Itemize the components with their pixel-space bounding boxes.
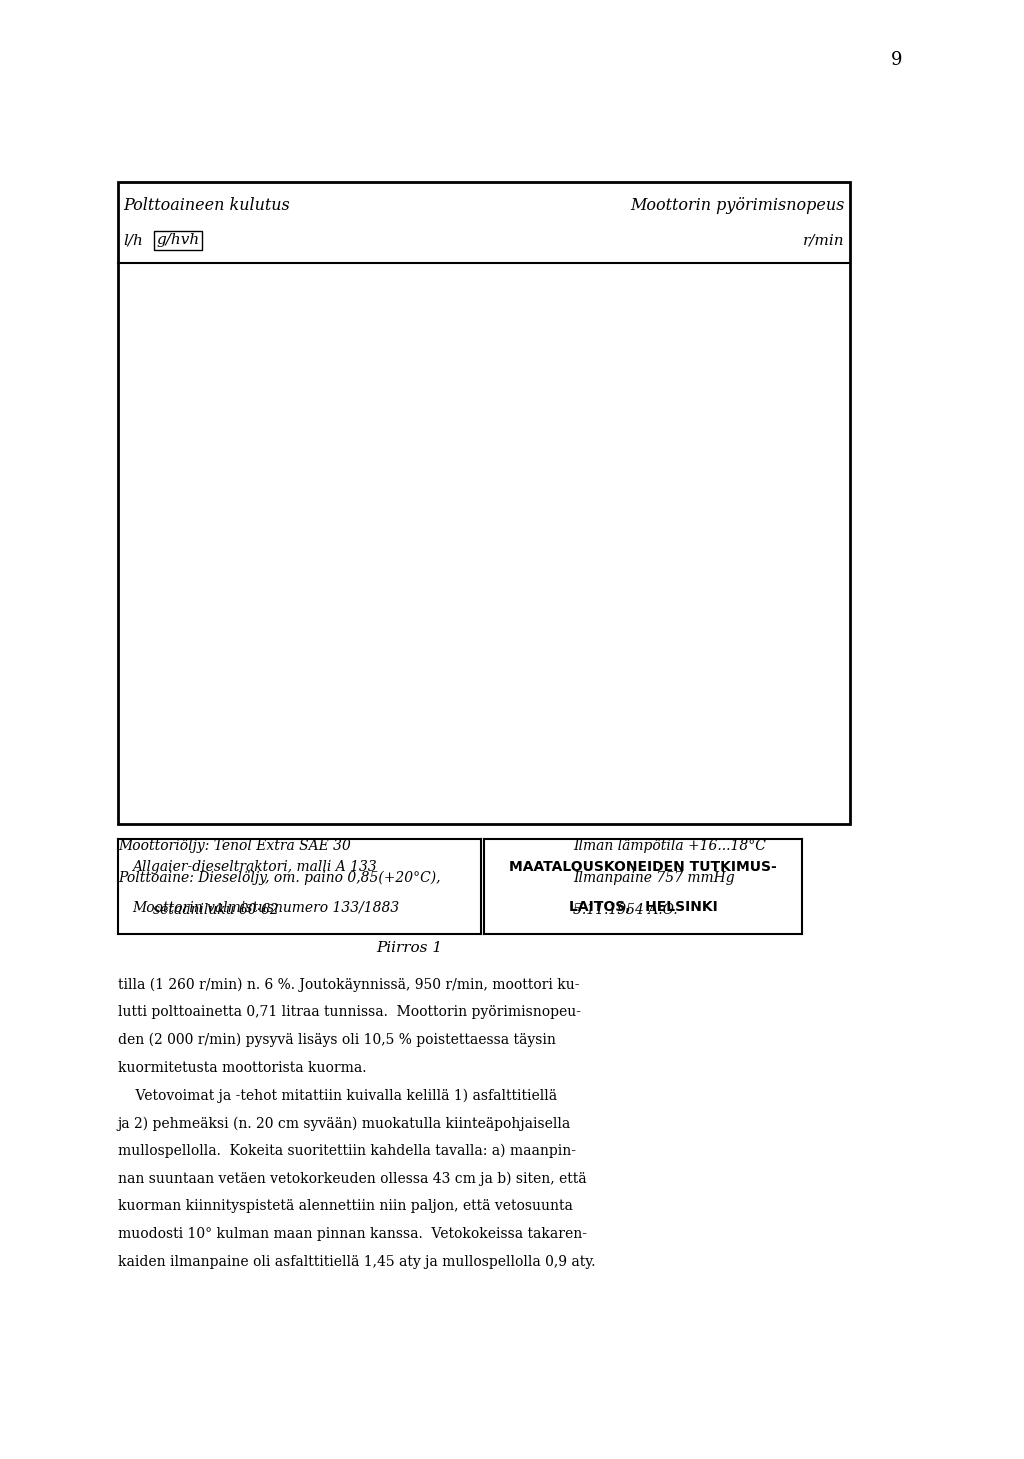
Text: 5.11.1954 A.O.: 5.11.1954 A.O.	[573, 903, 678, 918]
Text: 1 tunnin koe tilassa 757 mm Hg ja +16 °C: 1 tunnin koe tilassa 757 mm Hg ja +16 °C	[424, 270, 677, 283]
Text: Moottorin pyörimisnopeus: Moottorin pyörimisnopeus	[631, 197, 845, 214]
Text: Ilmanpaine 757 mmHg: Ilmanpaine 757 mmHg	[573, 871, 735, 886]
Text: g/hvh: g/hvh	[157, 233, 200, 248]
Text: l/h: l/h	[123, 233, 142, 248]
Text: l/h: l/h	[422, 518, 439, 533]
Text: kuormitetusta moottorista kuorma.: kuormitetusta moottorista kuorma.	[118, 1061, 367, 1075]
Text: muodosti 10° kulman maan pinnan kanssa.  Vetokokeissa takaren-: muodosti 10° kulman maan pinnan kanssa. …	[118, 1227, 587, 1242]
Text: setaaniluku 60·62: setaaniluku 60·62	[118, 903, 279, 918]
Text: r/min: r/min	[483, 363, 521, 376]
Text: ja 2) pehmeäksi (n. 20 cm syvään) muokatulla kiinteäpohjaisella: ja 2) pehmeäksi (n. 20 cm syvään) muokat…	[118, 1116, 571, 1131]
Text: r/min: r/min	[803, 233, 845, 248]
Text: LAITOS,   HELSINKI: LAITOS, HELSINKI	[568, 900, 718, 915]
Text: Polttoaine: Dieselöljy, om. paino 0,85(+20°C),: Polttoaine: Dieselöljy, om. paino 0,85(+…	[118, 871, 440, 886]
Text: MAATALOUSKONEIDEN TUTKIMUS-: MAATALOUSKONEIDEN TUTKIMUS-	[509, 861, 777, 874]
Text: lutti polttoainetta 0,71 litraa tunnissa.  Moottorin pyörimisnopeu-: lutti polttoainetta 0,71 litraa tunnissa…	[118, 1005, 581, 1020]
Text: Moottoriöljy: Tenol Extra SAE 30: Moottoriöljy: Tenol Extra SAE 30	[118, 839, 350, 854]
Text: nan suuntaan vetäen vetokorkeuden ollessa 43 cm ja b) siten, että: nan suuntaan vetäen vetokorkeuden olless…	[118, 1172, 587, 1186]
Text: tilla (1 260 r/min) n. 6 %. Joutokäynnissä, 950 r/min, moottori ku-: tilla (1 260 r/min) n. 6 %. Joutokäynnis…	[118, 978, 580, 992]
Text: hv: hv	[788, 772, 807, 786]
Text: 200: 200	[145, 751, 172, 766]
Text: Allgaier-dieseltraktori, malli A 133: Allgaier-dieseltraktori, malli A 133	[132, 861, 377, 874]
Text: Vetovoimat ja -tehot mitattiin kuivalla kelillä 1) asfalttitiellä: Vetovoimat ja -tehot mitattiin kuivalla …	[118, 1088, 557, 1103]
Text: 400: 400	[145, 605, 172, 620]
Text: Ilman lämpötila +16...18°C: Ilman lämpötila +16...18°C	[573, 839, 766, 854]
Text: kaiden ilmanpaine oli asfalttitiellä 1,45 aty ja mullospellolla 0,9 aty.: kaiden ilmanpaine oli asfalttitiellä 1,4…	[118, 1255, 595, 1269]
Text: 300: 300	[145, 678, 172, 693]
Text: Hihnan siirtämä teho: Hihnan siirtämä teho	[297, 751, 439, 765]
Text: Piirros 1: Piirros 1	[377, 941, 442, 956]
Text: Polttoaineen kulutus: Polttoaineen kulutus	[123, 197, 290, 214]
Text: den (2 000 r/min) pysyvä lisäys oli 10,5 % poistettaessa täysin: den (2 000 r/min) pysyvä lisäys oli 10,5…	[118, 1033, 556, 1048]
Text: Moottorin valmistusnumero 133/1883: Moottorin valmistusnumero 133/1883	[132, 900, 399, 915]
Text: kuorman kiinnityspistetä alennettiin niin paljon, että vetosuunta: kuorman kiinnityspistetä alennettiin nii…	[118, 1199, 572, 1214]
Text: 9: 9	[891, 51, 902, 69]
Text: mullospellolla.  Kokeita suoritettiin kahdella tavalla: a) maanpin-: mullospellolla. Kokeita suoritettiin kah…	[118, 1144, 575, 1158]
Text: 500: 500	[145, 533, 172, 547]
Text: g/hvh: g/hvh	[434, 657, 473, 671]
